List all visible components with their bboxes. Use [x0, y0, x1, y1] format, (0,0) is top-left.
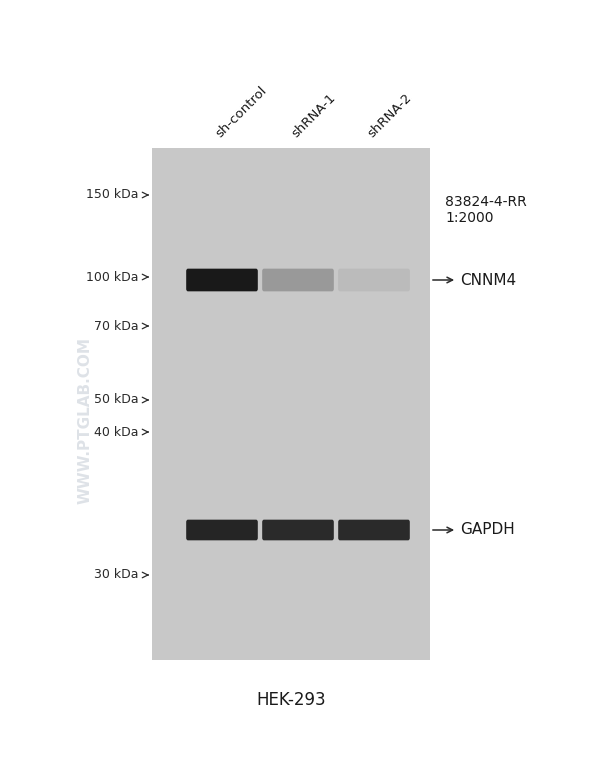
FancyBboxPatch shape: [281, 525, 314, 535]
FancyBboxPatch shape: [268, 271, 328, 289]
FancyBboxPatch shape: [186, 519, 258, 541]
FancyBboxPatch shape: [358, 275, 391, 285]
FancyBboxPatch shape: [338, 519, 410, 541]
Text: 40 kDa: 40 kDa: [95, 426, 139, 438]
FancyBboxPatch shape: [350, 523, 397, 537]
FancyBboxPatch shape: [281, 275, 314, 285]
FancyBboxPatch shape: [192, 271, 252, 289]
FancyBboxPatch shape: [205, 275, 238, 285]
FancyBboxPatch shape: [187, 269, 257, 291]
Text: sh-control: sh-control: [213, 83, 269, 140]
Text: WWW.PTGLAB.COM: WWW.PTGLAB.COM: [77, 336, 92, 504]
Text: shRNA-2: shRNA-2: [365, 91, 414, 140]
FancyBboxPatch shape: [358, 525, 391, 535]
FancyBboxPatch shape: [187, 520, 257, 540]
Text: 70 kDa: 70 kDa: [94, 320, 139, 332]
FancyBboxPatch shape: [275, 523, 322, 537]
FancyBboxPatch shape: [350, 272, 397, 287]
FancyBboxPatch shape: [268, 522, 328, 538]
FancyBboxPatch shape: [205, 525, 238, 535]
Text: HEK-293: HEK-293: [256, 691, 326, 709]
Text: 30 kDa: 30 kDa: [95, 569, 139, 582]
FancyBboxPatch shape: [275, 272, 322, 287]
FancyBboxPatch shape: [263, 520, 333, 540]
Text: 100 kDa: 100 kDa: [86, 271, 139, 283]
FancyBboxPatch shape: [338, 268, 410, 292]
FancyBboxPatch shape: [199, 523, 245, 537]
FancyBboxPatch shape: [262, 268, 334, 292]
FancyBboxPatch shape: [344, 271, 404, 289]
FancyBboxPatch shape: [263, 269, 333, 291]
Text: GAPDH: GAPDH: [460, 523, 515, 537]
Bar: [152, 148, 430, 660]
Text: 150 kDa: 150 kDa: [86, 189, 139, 201]
FancyBboxPatch shape: [344, 522, 404, 538]
FancyBboxPatch shape: [199, 272, 245, 287]
Text: 83824-4-RR
1:2000: 83824-4-RR 1:2000: [445, 195, 527, 225]
Text: CNNM4: CNNM4: [460, 272, 516, 288]
Text: 50 kDa: 50 kDa: [94, 393, 139, 406]
FancyBboxPatch shape: [339, 269, 409, 291]
Text: shRNA-1: shRNA-1: [289, 91, 338, 140]
FancyBboxPatch shape: [262, 519, 334, 541]
FancyBboxPatch shape: [186, 268, 258, 292]
FancyBboxPatch shape: [339, 520, 409, 540]
FancyBboxPatch shape: [192, 522, 252, 538]
